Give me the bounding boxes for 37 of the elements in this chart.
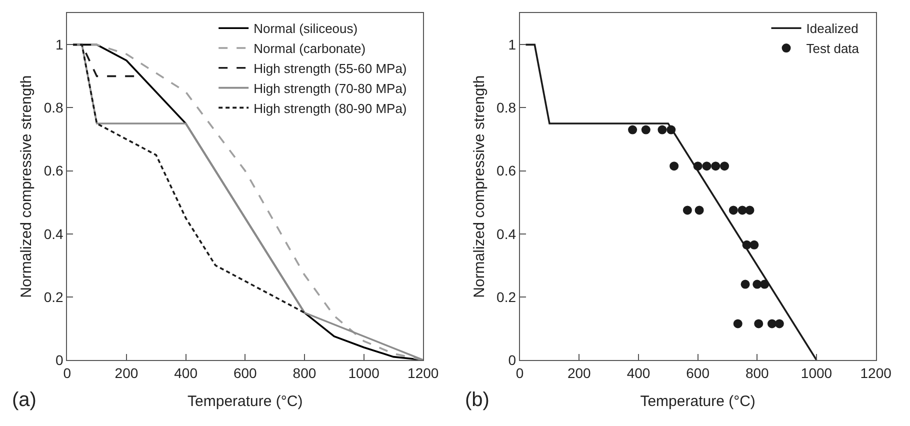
- y-tick-label: 1: [508, 36, 516, 53]
- x-tick-label: 600: [686, 364, 710, 381]
- text: (a): [12, 389, 36, 411]
- x-tick-label: 400: [626, 364, 650, 381]
- x-tick-label: 1000: [348, 364, 380, 381]
- y-axis-title: Normalized compressive strength: [470, 75, 488, 298]
- x-tick-label: 1000: [800, 364, 832, 381]
- x-axis-title: Temperature (°C): [188, 392, 303, 410]
- legend-label: High strength (55-60 MPa): [254, 60, 407, 76]
- x-tick-label: 200: [114, 364, 138, 381]
- y-tick-label: 0.6: [496, 162, 516, 179]
- y-tick-label: 0.8: [496, 100, 516, 116]
- legend-label: High strength (80-90 MPa): [254, 100, 407, 116]
- x-tick-label: 1200: [860, 364, 892, 381]
- x-tick-label: 1200: [408, 364, 439, 381]
- y-tick-label: 0.4: [496, 226, 516, 242]
- y-tick-label: 0.8: [44, 100, 64, 116]
- x-axis-title: Temperature (°C): [640, 392, 756, 410]
- legend-label: Normal (siliceous): [254, 21, 358, 36]
- y-tick-label: 0.4: [44, 226, 64, 242]
- legend-label: Idealized: [806, 21, 858, 36]
- x-tick-label: 600: [233, 364, 258, 381]
- legend-label: Normal (carbonate): [254, 41, 366, 56]
- y-tick-label: 0: [508, 352, 516, 368]
- text: (b): [465, 389, 490, 411]
- x-tick-label: 800: [292, 364, 316, 381]
- x-tick-label: 800: [745, 364, 770, 381]
- y-axis-title: Normalized compressive strength: [18, 75, 36, 298]
- legend-label: Test data: [806, 41, 860, 56]
- y-tick-label: 0.2: [496, 288, 516, 305]
- legend-label: High strength (70-80 MPa): [254, 80, 407, 96]
- y-tick-label: 0.6: [44, 162, 64, 179]
- y-tick-label: 1: [56, 36, 64, 53]
- y-tick-label: 0.2: [44, 288, 64, 305]
- x-tick-label: 400: [174, 364, 198, 381]
- x-tick-label: 200: [567, 364, 592, 381]
- y-tick-label: 0: [56, 352, 64, 368]
